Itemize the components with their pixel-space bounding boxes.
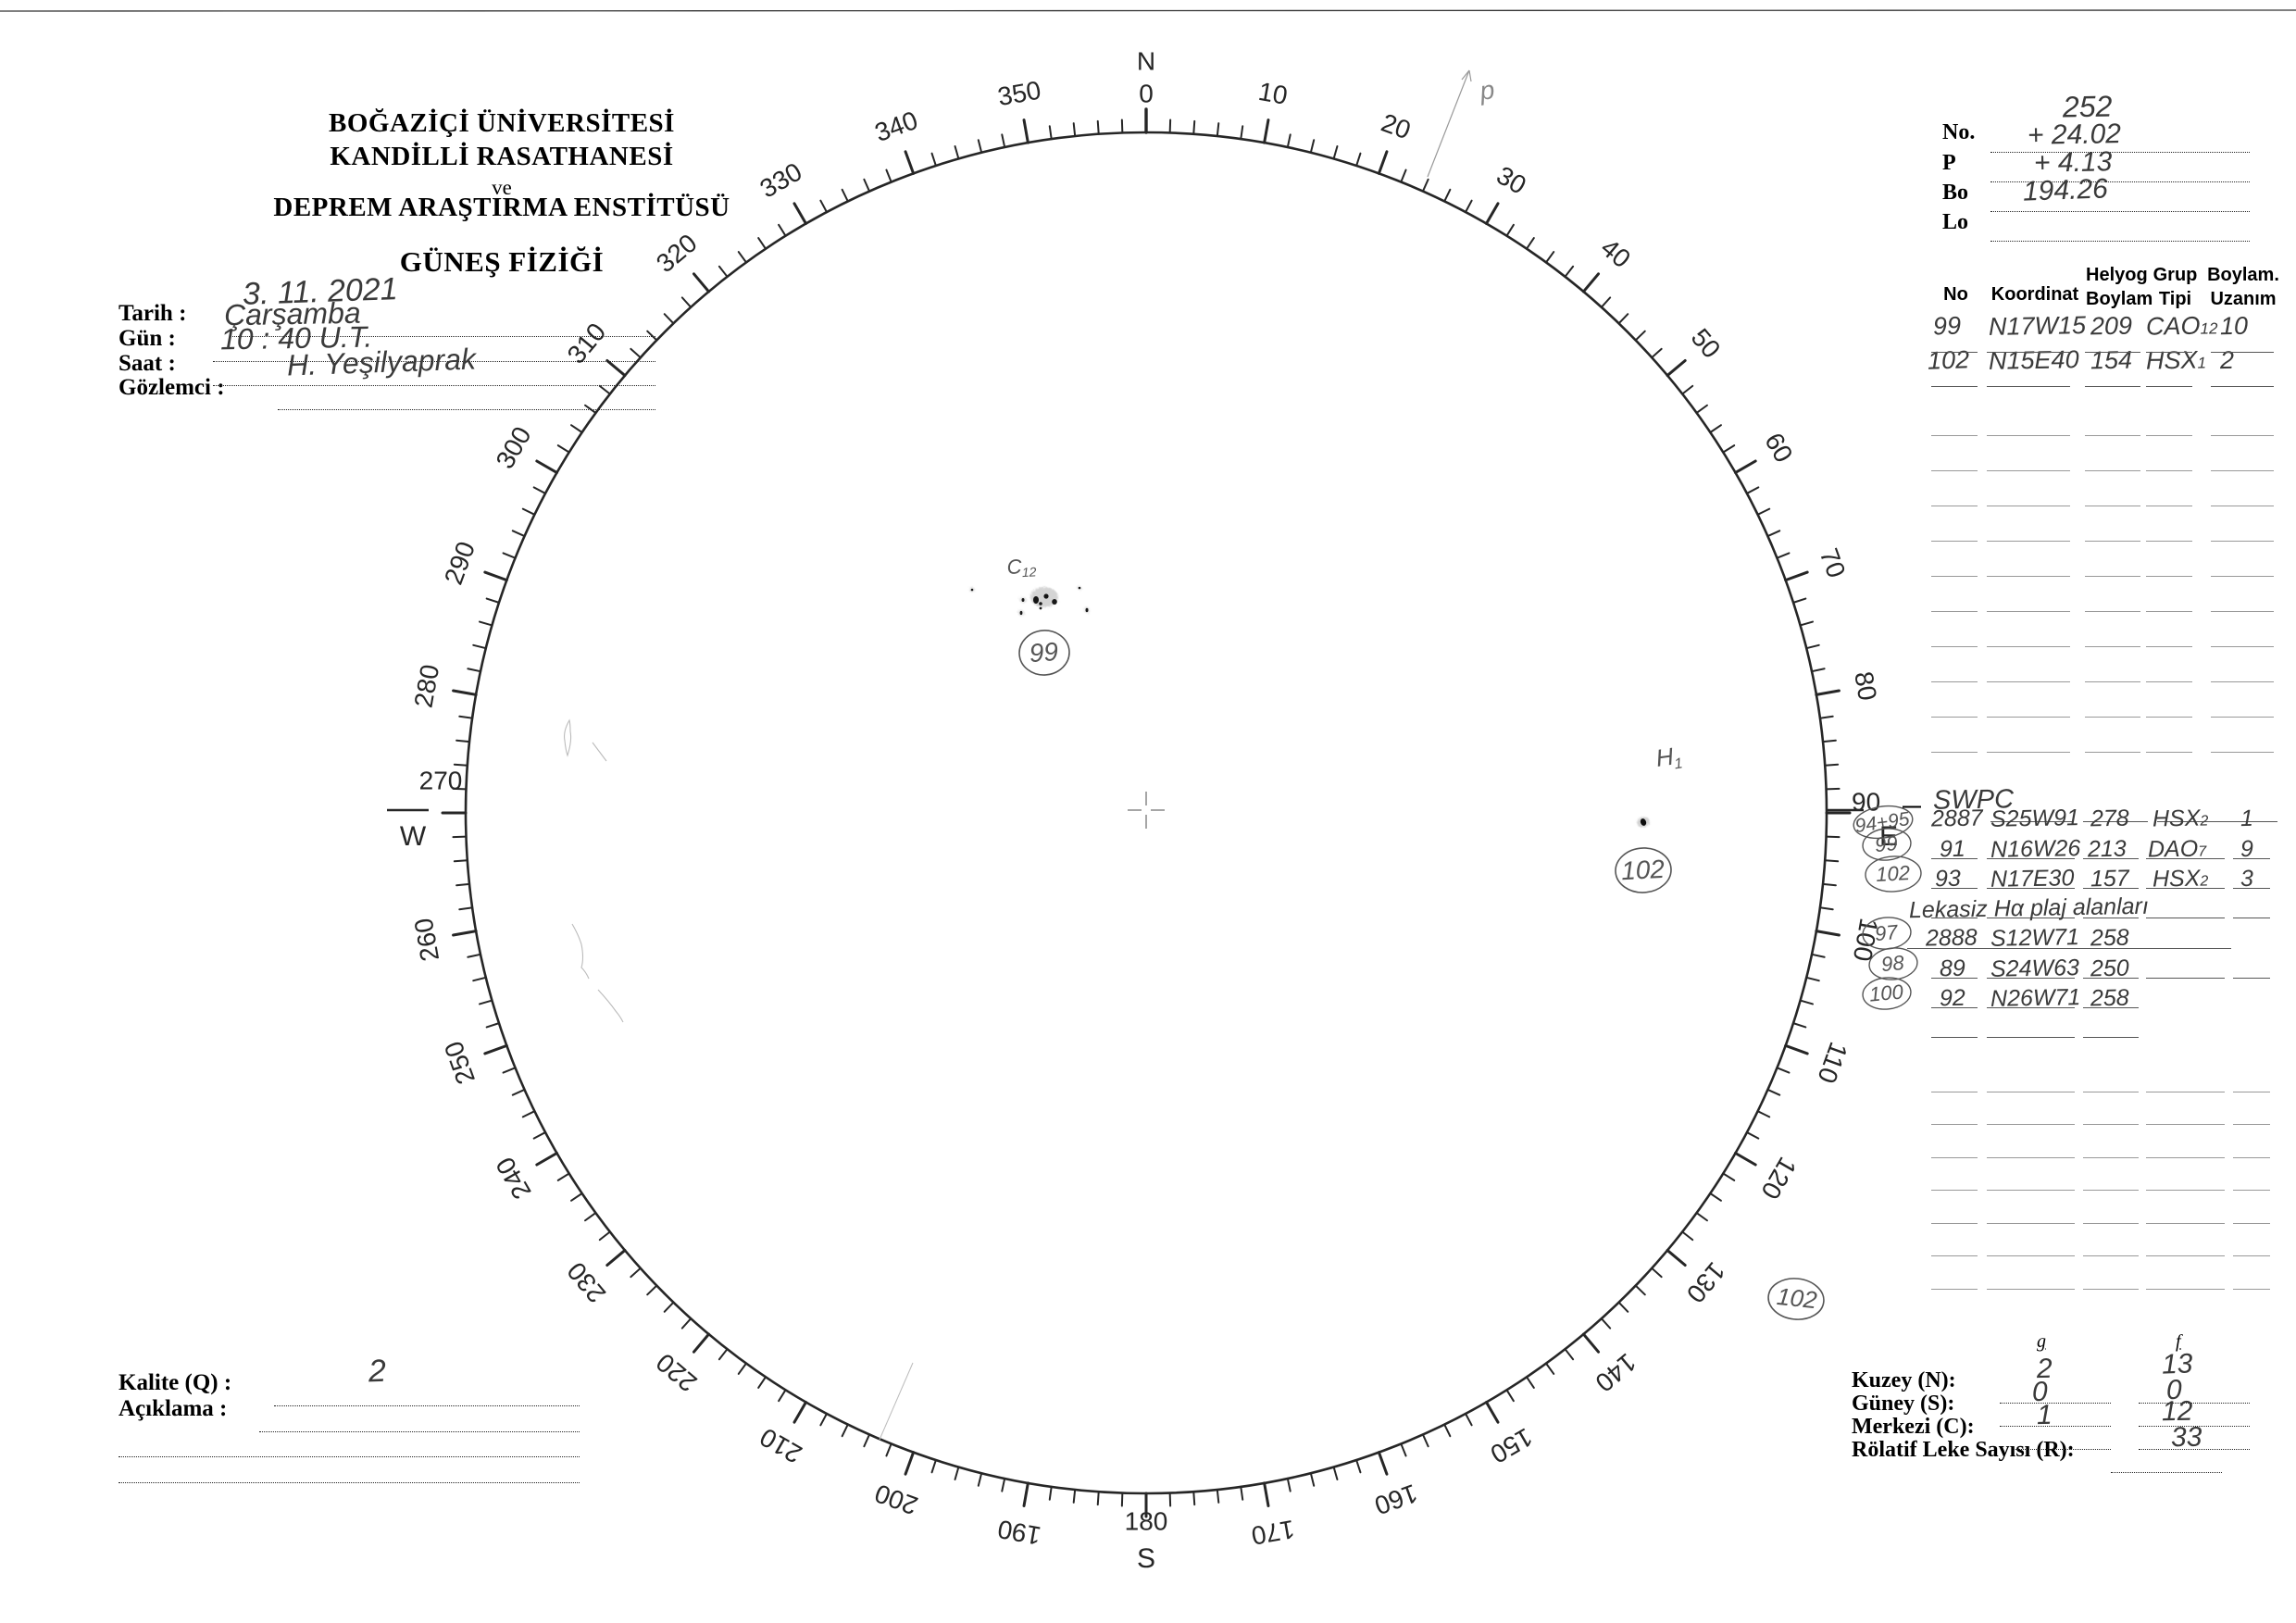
svg-text:98: 98 (1880, 951, 1905, 976)
svg-text:102: 102 (1876, 861, 1911, 886)
svg-text:97: 97 (1874, 920, 1899, 945)
svg-text:100: 100 (1868, 980, 1905, 1005)
svg-text:99: 99 (1874, 831, 1899, 856)
